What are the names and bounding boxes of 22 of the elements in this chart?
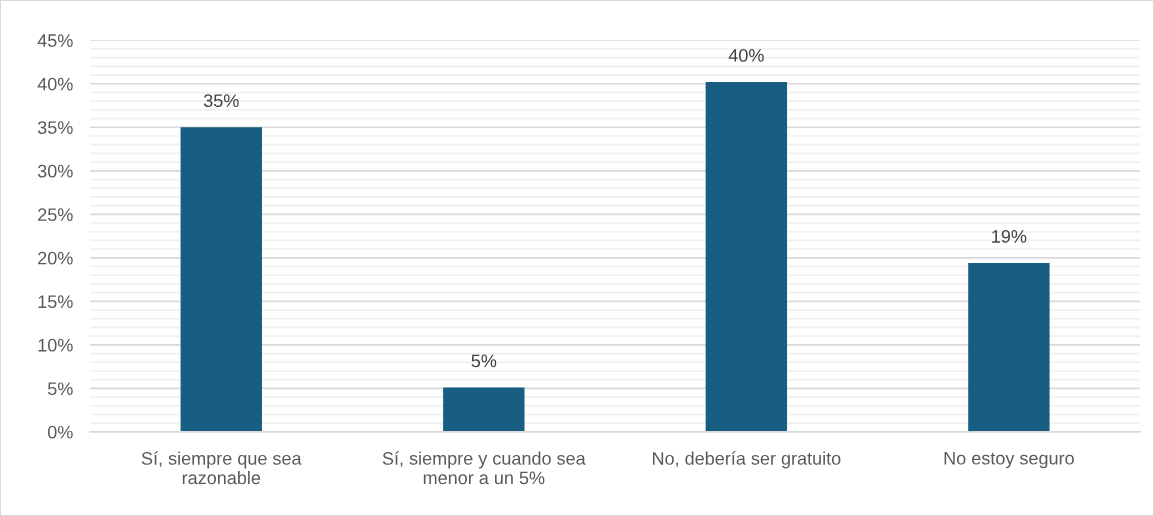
- bar: [443, 387, 525, 432]
- x-tick-label: Sí, siempre y cuando sea menor a un 5%: [382, 451, 586, 485]
- y-tick-label: 15%: [38, 295, 73, 309]
- y-tick-label: 35%: [37, 121, 73, 134]
- x-tick-label: No estoy seguro: [944, 452, 1074, 469]
- bar: [705, 82, 788, 432]
- x-tick-label: Sí, siempre que sea razonable: [141, 451, 302, 485]
- bar: [968, 263, 1050, 432]
- data-label: 19%: [992, 230, 1027, 243]
- y-tick-label: 20%: [38, 251, 73, 265]
- y-tick-label: 40%: [37, 77, 73, 91]
- y-tick-label: 10%: [38, 338, 73, 352]
- y-tick-label: 5%: [47, 382, 73, 396]
- data-label: 40%: [728, 49, 764, 62]
- x-tick-label: No, debería ser gratuito: [652, 451, 841, 469]
- y-tick-label: 45%: [37, 34, 73, 47]
- data-label: 35%: [203, 94, 239, 108]
- bar: [180, 127, 262, 432]
- y-tick-label: 25%: [38, 208, 73, 222]
- data-label: 5%: [471, 354, 497, 368]
- y-tick-label: 30%: [37, 164, 73, 178]
- y-tick-label: 0%: [47, 425, 73, 439]
